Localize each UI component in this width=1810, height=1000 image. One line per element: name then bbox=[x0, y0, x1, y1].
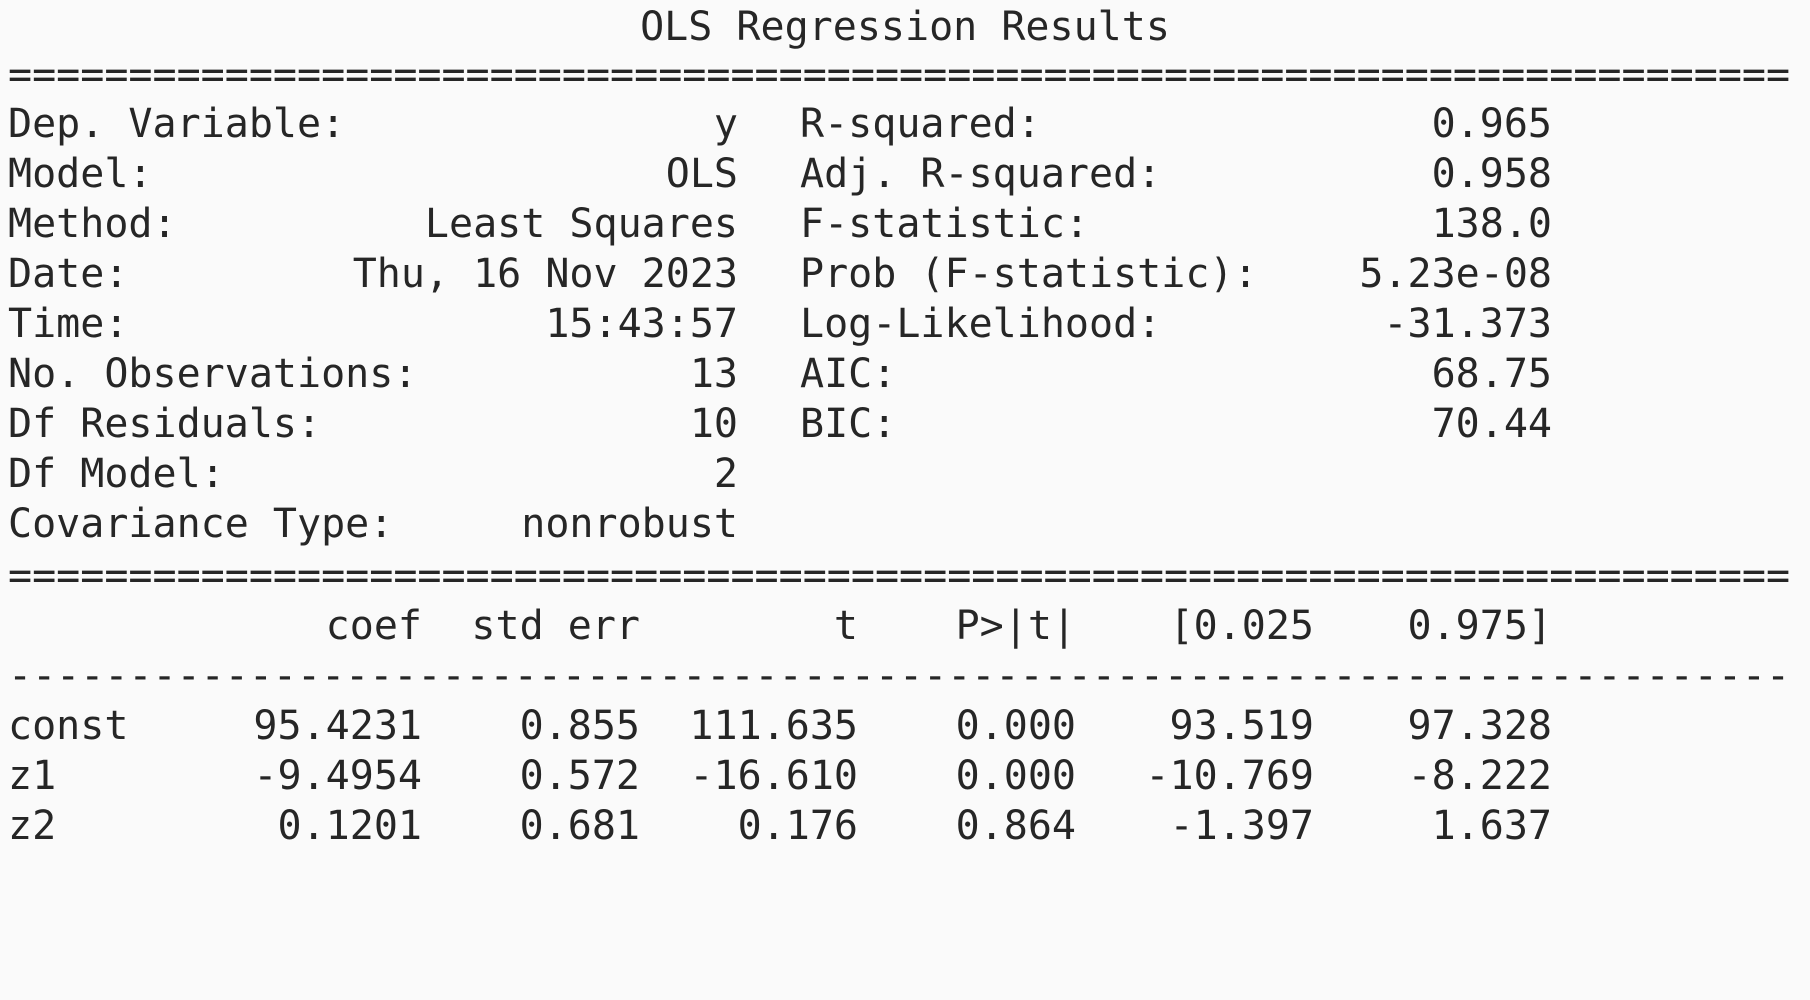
table-cell: 97.328 bbox=[1407, 703, 1553, 749]
summary-row: Df Model: 2 bbox=[8, 445, 1790, 503]
table-cell: 0.1201 bbox=[277, 803, 423, 849]
table-cell: -9.4954 bbox=[253, 753, 422, 799]
double-rule-top: ========================================… bbox=[8, 52, 1790, 98]
page-title: OLS Regression Results bbox=[640, 4, 1170, 50]
summary-right-value: 68.75 bbox=[1431, 351, 1552, 397]
table-cell: 0.572 bbox=[519, 753, 640, 799]
coef-header-cell: [0.025 bbox=[1169, 603, 1315, 649]
summary-right-value: 5.23e-08 bbox=[1359, 251, 1552, 297]
summary-left-label: Time: bbox=[8, 301, 129, 347]
table-cell: 93.519 bbox=[1169, 703, 1315, 749]
row-variable-name: const bbox=[8, 703, 129, 749]
summary-right-value: 138.0 bbox=[1431, 201, 1552, 247]
table-cell: 0.000 bbox=[955, 753, 1076, 799]
summary-left-value: 15:43:57 bbox=[545, 301, 738, 347]
single-rule: ----------------------------------------… bbox=[8, 653, 1790, 699]
summary-left-label: Date: bbox=[8, 251, 129, 297]
coef-header-cell: std err bbox=[471, 603, 640, 649]
table-row: const 95.4231 0.855 111.635 0.000 93.519 97.32… bbox=[8, 697, 1790, 755]
row-variable-name: z2 bbox=[8, 803, 57, 849]
summary-left-value: y bbox=[713, 101, 738, 147]
table-row: z2 0.1201 0.681 0.176 0.864 -1.397 1.637 bbox=[8, 797, 1790, 855]
summary-right-label: BIC: bbox=[800, 401, 897, 447]
summary-row: Covariance Type: nonrobust bbox=[8, 495, 1790, 553]
summary-row: No. Observations: 13 AIC: 68.75 bbox=[8, 345, 1790, 403]
summary-row: Dep. Variable: y R-squared: 0.965 bbox=[8, 95, 1790, 153]
table-cell: -16.610 bbox=[689, 753, 858, 799]
summary-left-value: nonrobust bbox=[521, 501, 738, 547]
table-cell: 0.176 bbox=[737, 803, 858, 849]
table-cell: 0.681 bbox=[519, 803, 640, 849]
table-cell: -1.397 bbox=[1169, 803, 1315, 849]
summary-left-label: Df Residuals: bbox=[8, 401, 322, 447]
summary-left-label: No. Observations: bbox=[8, 351, 418, 397]
summary-row: Method: Least Squares F-statistic: 138.0 bbox=[8, 195, 1790, 253]
coef-header-cell: coef bbox=[325, 603, 422, 649]
summary-left-label: Df Model: bbox=[8, 451, 225, 497]
summary-right-label: F-statistic: bbox=[800, 201, 1089, 247]
summary-right-label: R-squared: bbox=[800, 101, 1041, 147]
summary-left-label: Method: bbox=[8, 201, 177, 247]
table-cell: 0.864 bbox=[955, 803, 1076, 849]
summary-right-value: 70.44 bbox=[1431, 401, 1552, 447]
summary-right-label: Log-Likelihood: bbox=[800, 301, 1162, 347]
coef-header-cell: 0.975] bbox=[1407, 603, 1553, 649]
summary-row: Model: OLS Adj. R-squared: 0.958 bbox=[8, 145, 1790, 203]
summary-right-value: -31.373 bbox=[1383, 301, 1552, 347]
table-cell: 95.4231 bbox=[253, 703, 422, 749]
summary-left-value: Thu, 16 Nov 2023 bbox=[352, 251, 738, 297]
summary-left-value: Least Squares bbox=[424, 201, 738, 247]
summary-row: Date: Thu, 16 Nov 2023 Prob (F-statistic):… bbox=[8, 245, 1790, 303]
summary-left-value: 10 bbox=[689, 401, 738, 447]
summary-right-label: AIC: bbox=[800, 351, 897, 397]
summary-left-value: OLS bbox=[665, 151, 738, 197]
summary-left-label: Covariance Type: bbox=[8, 501, 394, 547]
summary-left-label: Dep. Variable: bbox=[8, 101, 346, 147]
table-row: z1 -9.4954 0.572 -16.610 0.000 -10.769 -8.222 bbox=[8, 747, 1790, 805]
table-cell: 1.637 bbox=[1431, 803, 1552, 849]
table-cell: -8.222 bbox=[1407, 753, 1553, 799]
summary-right-label: Adj. R-squared: bbox=[800, 151, 1162, 197]
summary-left-label: Model: bbox=[8, 151, 153, 197]
double-rule-middle: ========================================… bbox=[8, 553, 1790, 599]
summary-left-value: 13 bbox=[689, 351, 738, 397]
coef-table-header: coef std err t P>|t| [0.025 0.975] bbox=[8, 597, 1790, 655]
coef-header-cell: P>|t| bbox=[955, 603, 1076, 649]
summary-right-value: 0.965 bbox=[1431, 101, 1552, 147]
coef-header-cell: t bbox=[833, 603, 858, 649]
summary-right-label: Prob (F-statistic): bbox=[800, 251, 1258, 297]
row-variable-name: z1 bbox=[8, 753, 57, 799]
table-cell: 111.635 bbox=[689, 703, 858, 749]
summary-row: Df Residuals: 10 BIC: 70.44 bbox=[8, 395, 1790, 453]
table-cell: 0.855 bbox=[519, 703, 640, 749]
table-cell: -10.769 bbox=[1145, 753, 1314, 799]
summary-left-value: 2 bbox=[713, 451, 738, 497]
summary-right-value: 0.958 bbox=[1431, 151, 1552, 197]
summary-row: Time: 15:43:57 Log-Likelihood: -31.373 bbox=[8, 295, 1790, 353]
table-cell: 0.000 bbox=[955, 703, 1076, 749]
